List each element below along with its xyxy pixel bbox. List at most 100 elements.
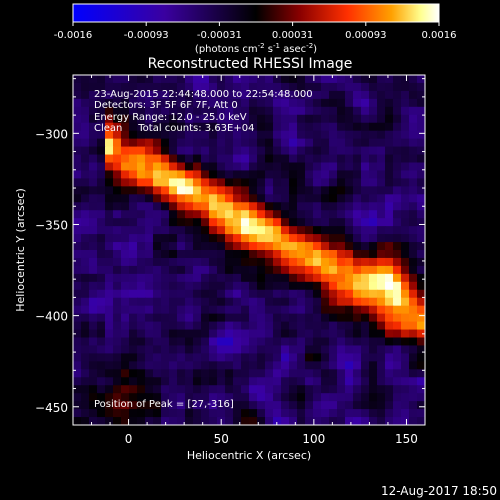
heatmap-cell — [209, 281, 218, 291]
heatmap-cell — [129, 377, 138, 386]
heatmap-cell — [153, 154, 162, 164]
heatmap-cell — [249, 130, 258, 140]
heatmap-cell — [169, 305, 178, 315]
heatmap-cell — [217, 226, 226, 235]
heatmap-cell — [417, 337, 425, 347]
heatmap-cell — [313, 194, 322, 203]
heatmap-cell — [121, 353, 130, 362]
heatmap-cell — [241, 361, 250, 370]
heatmap-cell — [337, 226, 346, 235]
heatmap-cell — [369, 82, 378, 92]
heatmap-cell — [393, 210, 402, 219]
heatmap-cell — [97, 289, 106, 299]
heatmap-cell — [241, 353, 250, 362]
heatmap-cell — [217, 345, 226, 354]
heatmap-cell — [385, 122, 394, 132]
heatmap-cell — [345, 75, 354, 84]
heatmap-cell — [281, 98, 290, 108]
heatmap-cell — [265, 417, 274, 425]
heatmap-cell — [81, 393, 90, 402]
heatmap-cell — [193, 257, 202, 267]
heatmap-cell — [257, 226, 266, 235]
heatmap-cell — [145, 138, 154, 148]
heatmap-cell — [321, 146, 330, 156]
heatmap-cell — [97, 154, 106, 164]
heatmap-cell — [233, 313, 242, 323]
heatmap-cell — [281, 281, 290, 291]
heatmap-cell — [169, 106, 178, 116]
heatmap-cell — [273, 90, 282, 100]
heatmap-cell — [281, 297, 290, 307]
heatmap-cell — [89, 353, 98, 362]
heatmap-cell — [417, 226, 425, 235]
heatmap-cell — [73, 329, 82, 339]
heatmap-cell — [129, 265, 138, 275]
heatmap-cell — [81, 337, 90, 347]
heatmap-cell — [369, 321, 378, 331]
heatmap-cell — [313, 106, 322, 116]
heatmap-cell — [73, 106, 82, 116]
heatmap-cell — [177, 337, 186, 347]
heatmap-cell — [369, 75, 378, 84]
heatmap-cell — [273, 329, 282, 339]
heatmap-cell — [369, 361, 378, 370]
heatmap-cell — [145, 90, 154, 100]
heatmap-cell — [113, 313, 122, 323]
heatmap-cell — [329, 194, 338, 203]
heatmap-cell — [225, 114, 234, 124]
heatmap-cell — [313, 401, 322, 410]
heatmap-cell — [377, 82, 386, 92]
heatmap-cell — [305, 242, 314, 251]
heatmap-cell — [409, 329, 418, 339]
heatmap-cell — [153, 218, 162, 227]
heatmap-cell — [281, 353, 290, 362]
heatmap-cell — [225, 154, 234, 164]
heatmap-cell — [177, 130, 186, 140]
heatmap-cell — [241, 305, 250, 315]
heatmap-cell — [289, 234, 298, 243]
heatmap-cell — [209, 417, 218, 425]
heatmap-cell — [273, 98, 282, 108]
heatmap-cell — [361, 146, 370, 156]
heatmap-cell — [249, 186, 258, 195]
heatmap-cell — [145, 130, 154, 140]
heatmap-cell — [81, 178, 90, 187]
heatmap-cell — [409, 393, 418, 402]
heatmap-cell — [209, 202, 218, 211]
heatmap-cell — [337, 234, 346, 243]
heatmap-cell — [105, 82, 114, 92]
heatmap-cell — [217, 122, 226, 132]
heatmap-cell — [161, 154, 170, 164]
heatmap-cell — [241, 226, 250, 235]
heatmap-cell — [385, 265, 394, 275]
heatmap-cell — [81, 114, 90, 124]
heatmap-cell — [129, 234, 138, 243]
heatmap-cell — [217, 353, 226, 362]
heatmap-cell — [321, 242, 330, 251]
heatmap-cell — [121, 281, 130, 291]
heatmap-cell — [161, 194, 170, 203]
heatmap-cell — [209, 297, 218, 307]
heatmap-cell — [305, 146, 314, 156]
heatmap-cell — [177, 265, 186, 275]
heatmap-cell — [369, 210, 378, 219]
heatmap-cell — [225, 218, 234, 227]
heatmap-cell — [81, 281, 90, 291]
heatmap-cell — [401, 409, 410, 418]
heatmap-cell — [161, 178, 170, 187]
heatmap-cell — [417, 98, 425, 108]
heatmap-cell — [337, 265, 346, 275]
heatmap-cell — [393, 257, 402, 267]
heatmap-cell — [249, 305, 258, 315]
heatmap-cell — [153, 393, 162, 402]
heatmap-cell — [337, 321, 346, 331]
heatmap-cell — [361, 377, 370, 386]
heatmap-cell — [393, 337, 402, 347]
heatmap-cell — [377, 210, 386, 219]
heatmap-cell — [385, 369, 394, 378]
heatmap-cell — [241, 377, 250, 386]
heatmap-cell — [81, 202, 90, 211]
heatmap-cell — [153, 90, 162, 100]
heatmap-cell — [297, 305, 306, 315]
heatmap-cell — [401, 98, 410, 108]
